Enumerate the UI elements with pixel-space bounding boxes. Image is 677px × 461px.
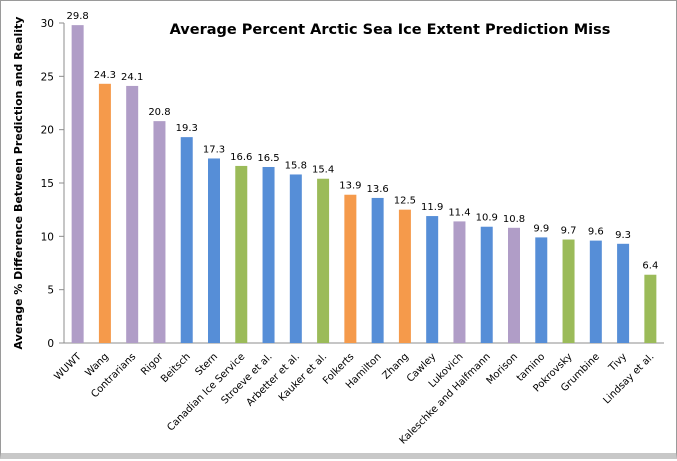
data-label: 6.4 [642, 261, 658, 272]
y-tick-label: 30 [41, 18, 54, 30]
x-tick-label: WUWT [53, 351, 85, 383]
bar [153, 121, 166, 343]
data-label: 15.4 [312, 165, 334, 176]
bar [371, 197, 384, 343]
data-label: 9.7 [561, 226, 577, 237]
data-label: 10.9 [476, 213, 498, 224]
data-label: 16.6 [230, 152, 252, 163]
bar [98, 83, 111, 344]
data-label: 24.3 [94, 70, 116, 81]
bar [426, 216, 439, 343]
bar [235, 165, 248, 343]
data-label: 29.8 [67, 11, 89, 22]
data-label: 12.5 [394, 196, 416, 207]
bar [262, 167, 275, 343]
bar [289, 174, 302, 343]
bar [480, 226, 493, 343]
y-tick-label: 5 [47, 285, 54, 297]
bar [126, 85, 139, 343]
bar [344, 194, 357, 343]
bar [617, 243, 630, 343]
x-tick-label: Lindsay et al. [601, 351, 656, 406]
data-label: 16.5 [257, 153, 279, 164]
y-tick-label: 10 [41, 231, 54, 243]
bars [71, 25, 657, 344]
data-label: 15.8 [285, 160, 307, 171]
data-label: 24.1 [121, 72, 143, 83]
data-label: 9.3 [615, 230, 631, 241]
y-tick-label: 0 [47, 338, 54, 350]
y-axis-label: Average % Difference Between Prediction … [12, 17, 25, 350]
data-label: 17.3 [203, 144, 225, 155]
data-label: 9.6 [588, 227, 604, 238]
bar [453, 221, 466, 343]
bar [562, 239, 575, 343]
data-label: 11.4 [448, 207, 470, 218]
data-label: 11.9 [421, 202, 443, 213]
bar [71, 25, 84, 344]
chart-title: Average Percent Arctic Sea Ice Extent Pr… [170, 22, 611, 38]
data-labels: 29.8 24.3 24.1 20.8 19.3 17.3 16.6 16.5 15.8 15.4… [67, 11, 659, 272]
data-label: 10.8 [503, 214, 525, 225]
data-label: 13.9 [339, 181, 361, 192]
bar [644, 274, 657, 343]
bar [180, 137, 193, 343]
bar [508, 227, 520, 343]
bar [535, 237, 548, 343]
y-tick-label: 25 [41, 71, 54, 83]
x-tick-label: Beitsch [159, 351, 193, 385]
bar [317, 178, 330, 343]
data-label: 19.3 [176, 123, 198, 134]
y-tick-label: 15 [41, 178, 54, 190]
data-label: 20.8 [148, 107, 170, 118]
data-label: 13.6 [367, 184, 389, 195]
bar [208, 158, 220, 343]
y-tick-label: 20 [41, 125, 54, 137]
x-tick-label: Tivy [606, 351, 629, 374]
bar [589, 240, 602, 343]
bar [398, 209, 411, 343]
data-label: 9.9 [533, 223, 549, 234]
